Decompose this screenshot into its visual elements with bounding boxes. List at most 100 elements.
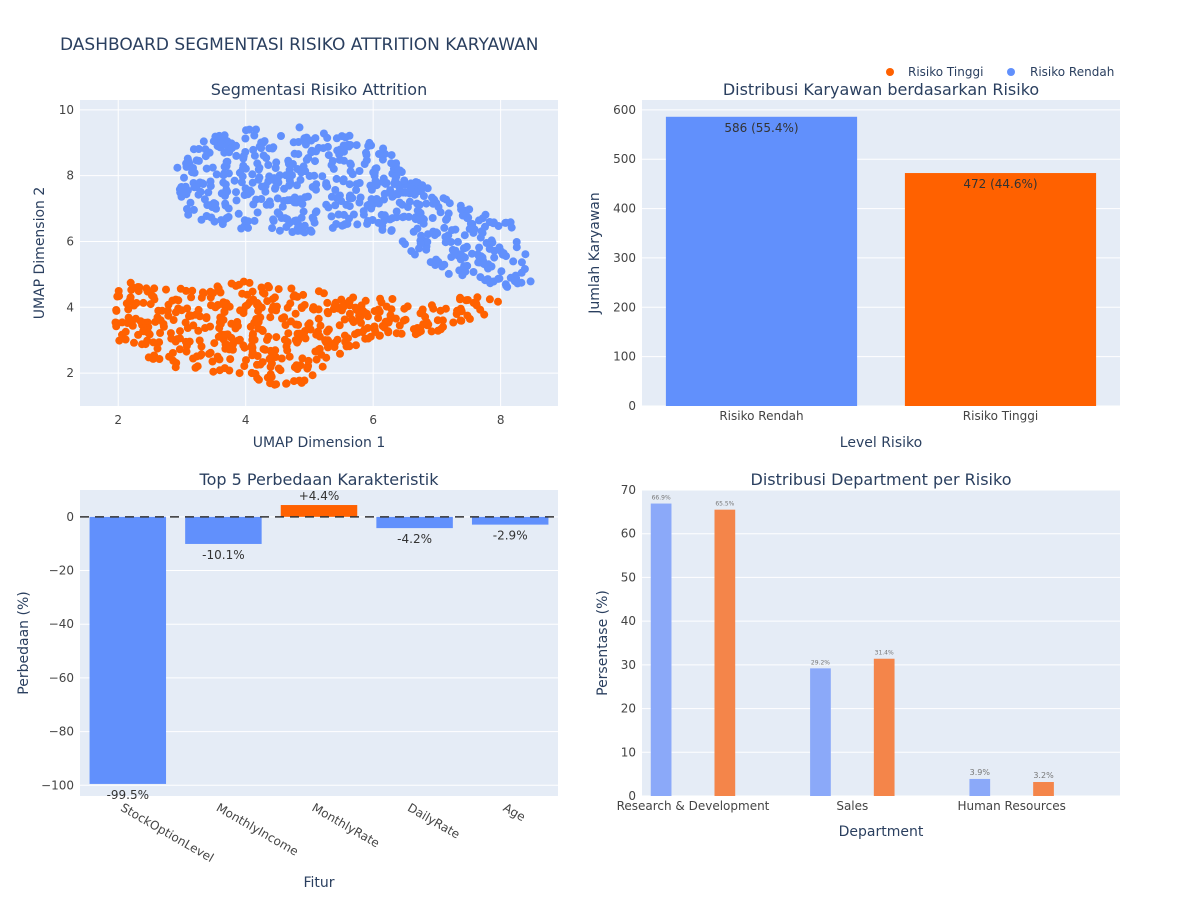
scatter-point — [268, 305, 276, 314]
scatter-point — [499, 249, 508, 258]
scatter-point — [261, 187, 270, 196]
scatter-point — [418, 181, 427, 190]
scatter-point — [334, 210, 343, 219]
scatter-point — [254, 165, 263, 174]
distribution-ytick: 600 — [613, 103, 636, 117]
scatter-point — [370, 307, 379, 316]
scatter-point — [497, 267, 506, 276]
scatter-point — [219, 171, 228, 180]
legend-label-low[interactable]: Risiko Rendah — [1030, 65, 1114, 79]
department-ytick: 40 — [621, 614, 636, 628]
scatter-point — [211, 200, 220, 208]
difference-bars: -99.5% -10.1% +4.4% -4.2% -2.9% — [80, 489, 558, 802]
scatter-point — [216, 313, 225, 322]
scatter-point — [379, 144, 388, 153]
scatter-point — [310, 171, 319, 180]
scatter-point — [448, 245, 457, 254]
scatter-point — [259, 345, 268, 354]
scatter-point — [418, 305, 427, 314]
scatter-point — [341, 220, 350, 229]
department-ytick: 70 — [621, 483, 636, 497]
scatter-point — [374, 218, 383, 227]
scatter-point — [112, 322, 121, 331]
scatter-point — [290, 149, 299, 158]
scatter-point — [439, 322, 447, 331]
scatter-point — [295, 123, 304, 132]
scatter-point — [362, 150, 371, 159]
scatter-point — [401, 315, 410, 324]
difference-ytick: −100 — [41, 778, 74, 792]
scatter-point — [189, 321, 198, 330]
scatter-point — [352, 306, 361, 314]
distribution-bar — [665, 116, 858, 407]
scatter-point — [489, 218, 498, 227]
scatter-point — [206, 322, 215, 331]
scatter-point — [456, 304, 465, 313]
scatter-point — [410, 250, 419, 259]
scatter-point — [328, 223, 337, 232]
scatter-point — [207, 213, 216, 222]
scatter-point — [272, 158, 281, 167]
scatter-point — [322, 200, 331, 209]
scatter-point — [352, 141, 361, 150]
scatter-point — [469, 268, 478, 276]
legend[interactable]: Risiko Tinggi Risiko Rendah — [886, 65, 1114, 79]
scatter-point — [202, 313, 211, 322]
scatter-point — [303, 364, 312, 373]
scatter-point — [336, 349, 344, 358]
scatter-point — [130, 338, 138, 347]
scatter-point — [176, 284, 185, 293]
scatter-point — [329, 164, 338, 173]
scatter-point — [283, 303, 292, 312]
scatter-point — [173, 163, 182, 172]
scatter-point — [456, 316, 465, 325]
scatter-point — [332, 174, 341, 183]
scatter-point — [267, 372, 276, 381]
scatter-point — [155, 338, 164, 347]
scatter-point — [323, 298, 332, 307]
scatter-point — [113, 292, 122, 301]
scatter-point — [198, 288, 207, 297]
scatter-point — [248, 178, 257, 187]
department-ytick: 20 — [621, 702, 636, 716]
scatter-point — [331, 186, 340, 194]
scatter-point — [139, 298, 148, 307]
scatter-point — [255, 303, 264, 312]
scatter-point — [387, 226, 396, 235]
scatter-point — [234, 336, 243, 345]
department-bar-label: 3.9% — [970, 768, 991, 777]
scatter-point — [221, 180, 230, 189]
scatter-point — [135, 283, 144, 292]
department-bar — [873, 658, 895, 796]
scatter-point — [349, 210, 358, 219]
scatter-point — [392, 207, 401, 216]
scatter-point — [269, 349, 277, 358]
legend-label-high[interactable]: Risiko Tinggi — [908, 65, 983, 79]
scatter-point — [345, 341, 354, 350]
department-bar — [714, 509, 736, 796]
scatter-point — [444, 269, 453, 278]
scatter-point — [242, 356, 250, 365]
scatter-point — [390, 178, 399, 187]
scatter-point — [472, 299, 481, 308]
scatter-point — [314, 314, 323, 323]
scatter-point — [115, 336, 124, 345]
scatter-point — [191, 363, 200, 372]
department-ytick: 0 — [628, 789, 636, 803]
scatter-point — [403, 203, 412, 211]
scatter-point — [415, 208, 424, 217]
scatter-point — [241, 134, 250, 143]
scatter-point — [321, 336, 330, 345]
scatter-point — [265, 283, 273, 292]
scatter-point — [323, 133, 332, 142]
scatter-point — [126, 295, 134, 304]
scatter-point — [201, 152, 210, 161]
scatter-point — [494, 297, 502, 306]
scatter-point — [255, 173, 264, 182]
scatter-point — [281, 321, 290, 329]
scatter-point — [251, 369, 260, 378]
scatter-point — [181, 318, 190, 327]
scatter-point — [413, 224, 422, 233]
scatter-point — [308, 371, 317, 380]
scatter-point — [323, 182, 332, 191]
